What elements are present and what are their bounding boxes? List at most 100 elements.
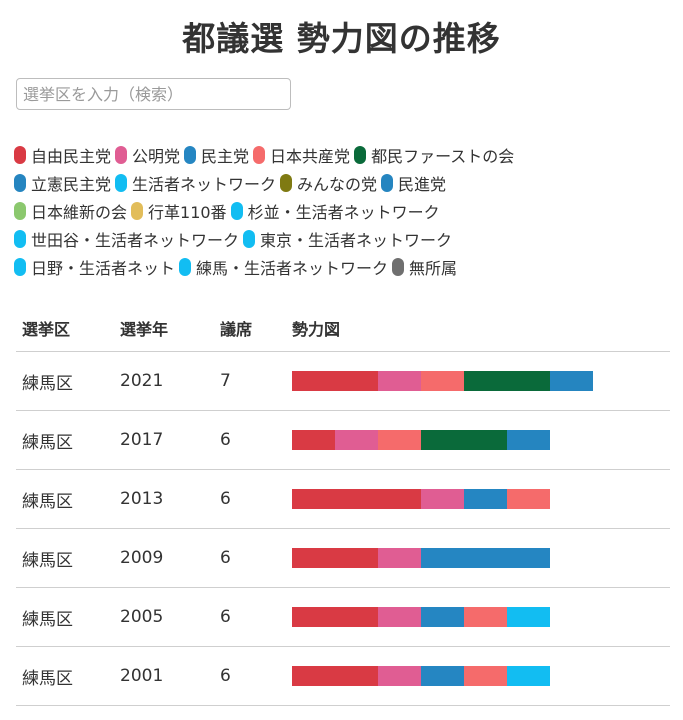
bar-segment	[378, 430, 421, 450]
legend-row: 立憲民主党 生活者ネットワーク みんなの党 民進党	[14, 169, 674, 197]
legend-item: 日本維新の会	[14, 199, 127, 223]
seat-bar	[292, 489, 550, 509]
legend-item: 日野・生活者ネット	[14, 255, 175, 279]
legend-swatch	[354, 146, 367, 164]
legend-swatch	[14, 258, 26, 276]
bar-segment	[292, 430, 335, 450]
bar-segment	[464, 489, 507, 509]
table-row: 練馬区 2017 6	[16, 411, 670, 470]
legend-swatch	[115, 146, 128, 164]
legend-swatch	[14, 174, 26, 192]
legend-label: 民進党	[398, 175, 447, 194]
legend-row: 日本維新の会 行革110番 杉並・生活者ネットワーク	[14, 197, 674, 225]
bar-segment	[507, 666, 550, 686]
table-row: 練馬区 2005 6	[16, 588, 670, 647]
bar-segment	[292, 371, 378, 391]
cell-district: 練馬区	[22, 609, 73, 630]
seat-bar	[292, 548, 550, 568]
bar-segment	[507, 430, 550, 450]
seat-bar	[292, 430, 550, 450]
legend-item: 東京・生活者ネットワーク	[243, 227, 452, 251]
header-chart: 勢力図	[292, 320, 341, 339]
bar-segment	[378, 607, 421, 627]
bar-segment	[550, 371, 593, 391]
legend-item: 都民ファーストの会	[354, 143, 514, 167]
bar-segment	[421, 607, 464, 627]
cell-seats: 6	[220, 666, 231, 686]
cell-year: 2005	[120, 607, 164, 627]
table-row: 練馬区 2001 6	[16, 647, 670, 706]
legend-item: 民進党	[381, 171, 446, 195]
legend-item: 世田谷・生活者ネットワーク	[14, 227, 239, 251]
legend-swatch	[392, 258, 405, 276]
cell-seats: 6	[220, 430, 231, 450]
legend-swatch	[243, 230, 256, 248]
legend-swatch	[253, 146, 266, 164]
bar-segment	[421, 666, 464, 686]
legend-swatch	[184, 146, 197, 164]
legend-item: 練馬・生活者ネットワーク	[179, 255, 388, 279]
legend-item: 立憲民主党	[14, 171, 111, 195]
legend-swatch	[131, 202, 144, 220]
cell-seats: 7	[220, 371, 231, 391]
legend-row: 日野・生活者ネット 練馬・生活者ネットワーク 無所属	[14, 253, 674, 281]
bar-segment	[464, 371, 550, 391]
legend-item: 民主党	[184, 143, 249, 167]
legend-label: 民主党	[201, 147, 250, 166]
bar-segment	[378, 666, 421, 686]
table-row: 練馬区 2021 7	[16, 352, 670, 411]
header-seats: 議席	[220, 320, 253, 339]
page-title: 都議選 勢力図の推移	[182, 19, 501, 58]
bar-segment	[464, 666, 507, 686]
legend-label: 生活者ネットワーク	[132, 175, 277, 194]
legend-label: 自由民主党	[31, 147, 112, 166]
legend-swatch	[179, 258, 192, 276]
legend: 自由民主党 公明党 民主党 日本共産党 都民ファーストの会立憲民主党 生活者ネットワーク み…	[14, 141, 674, 281]
bar-segment	[464, 607, 507, 627]
legend-label: 立憲民主党	[31, 175, 112, 194]
legend-item: 生活者ネットワーク	[115, 171, 276, 195]
cell-seats: 6	[220, 548, 231, 568]
legend-label: 都民ファーストの会	[371, 147, 515, 166]
legend-item: 自由民主党	[14, 143, 111, 167]
table-row: 練馬区 2009 6	[16, 529, 670, 588]
legend-label: みんなの党	[297, 175, 378, 194]
search-input[interactable]	[16, 78, 291, 110]
legend-label: 杉並・生活者ネットワーク	[247, 203, 440, 222]
bar-segment	[292, 489, 421, 509]
seat-bar	[292, 607, 550, 627]
legend-label: 無所属	[409, 259, 458, 278]
cell-year: 2001	[120, 666, 164, 686]
legend-item: 杉並・生活者ネットワーク	[230, 199, 440, 223]
cell-year: 2021	[120, 371, 164, 391]
bar-segment	[507, 489, 550, 509]
seat-bar	[292, 666, 550, 686]
legend-swatch	[230, 202, 243, 220]
legend-row: 世田谷・生活者ネットワーク 東京・生活者ネットワーク	[14, 225, 674, 253]
legend-label: 世田谷・生活者ネットワーク	[31, 231, 240, 250]
bar-segment	[292, 548, 378, 568]
legend-label: 行革110番	[148, 203, 227, 222]
cell-year: 2009	[120, 548, 164, 568]
legend-swatch	[115, 174, 128, 192]
seat-bar	[292, 371, 593, 391]
cell-district: 練馬区	[22, 432, 73, 453]
legend-swatch	[14, 202, 26, 220]
legend-swatch	[14, 230, 26, 248]
table-row: 練馬区 2013 6	[16, 470, 670, 529]
legend-item: みんなの党	[280, 171, 377, 195]
legend-label: 公明党	[132, 147, 181, 166]
legend-item: 公明党	[115, 143, 180, 167]
cell-year: 2013	[120, 489, 164, 509]
legend-swatch	[14, 146, 26, 164]
bar-segment	[507, 607, 550, 627]
bar-segment	[378, 548, 421, 568]
cell-district: 練馬区	[22, 373, 73, 394]
bar-segment	[421, 548, 550, 568]
legend-label: 日本共産党	[270, 147, 351, 166]
cell-seats: 6	[220, 607, 231, 627]
table-header: 選挙区 選挙年 議席 勢力図	[16, 305, 670, 352]
legend-swatch	[280, 174, 293, 192]
cell-district: 練馬区	[22, 491, 73, 512]
cell-district: 練馬区	[22, 550, 73, 571]
